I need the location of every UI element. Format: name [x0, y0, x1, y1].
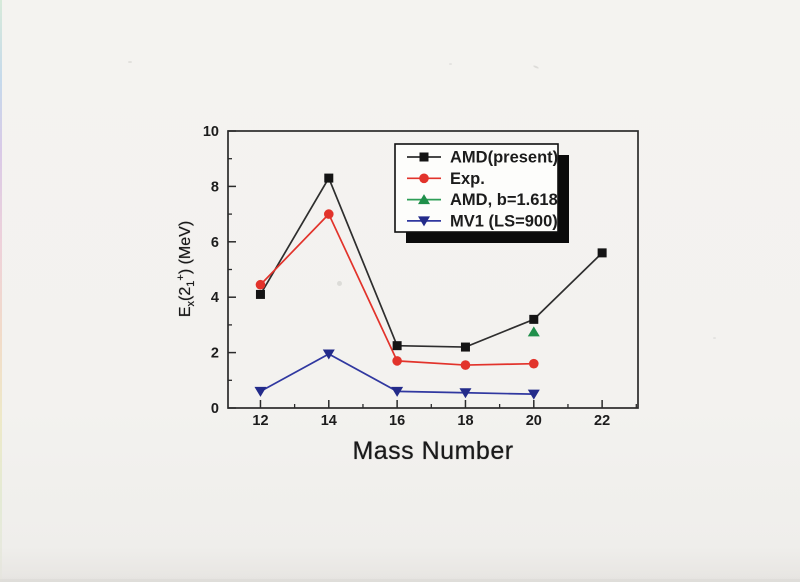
- x-axis-tick-label: 12: [252, 413, 268, 429]
- y-title-subscript: x: [185, 300, 197, 307]
- data-point-1: [255, 279, 266, 290]
- scan-speck: [713, 337, 716, 339]
- data-point-0: [255, 289, 265, 299]
- data-point-3: [391, 386, 404, 397]
- x-axis-tick-label: 20: [526, 413, 542, 429]
- x-axis-tick-label: 16: [389, 413, 405, 429]
- y-axis-tick-label: 0: [211, 401, 219, 417]
- y-title-superscript: +: [175, 274, 187, 281]
- y-axis-tick-label: 4: [211, 290, 219, 306]
- y-axis-tick-label: 6: [211, 235, 219, 251]
- series-line-0: [259, 176, 603, 348]
- data-point-1: [528, 358, 539, 369]
- legend-label-2: AMD, b=1.618: [450, 191, 558, 209]
- data-point-3: [322, 349, 335, 360]
- data-point-0: [392, 341, 402, 351]
- y-axis-tick-label: 2: [211, 346, 219, 362]
- data-point-3: [254, 386, 267, 397]
- y-axis-title: Ex(21+) (MeV): [175, 187, 197, 351]
- scanner-edge-artifact: [0, 0, 2, 582]
- y-title-part: E: [177, 306, 194, 318]
- data-point-3: [459, 388, 472, 399]
- x-axis-tick-label: 22: [594, 413, 610, 429]
- legend-label-1: Exp.: [450, 170, 485, 188]
- data-point-0: [529, 314, 539, 324]
- data-point-1: [392, 356, 402, 366]
- x-axis-tick-label: 14: [321, 413, 337, 429]
- legend-marker-0: [419, 152, 429, 162]
- data-point-0: [460, 342, 470, 352]
- y-axis-tick-label: 8: [211, 179, 219, 195]
- data-point-0: [597, 248, 607, 258]
- data-point-2: [527, 326, 540, 337]
- x-axis-title: Mass Number: [352, 437, 514, 465]
- y-title-part: ) (MeV): [177, 220, 194, 275]
- legend-marker-3: [418, 216, 430, 227]
- data-point-0: [324, 173, 334, 183]
- scan-speck: [449, 63, 452, 65]
- data-point-1: [323, 209, 334, 219]
- y-title-part: (2: [177, 286, 194, 301]
- legend-marker-1: [419, 173, 429, 184]
- data-point-3: [527, 389, 540, 400]
- y-axis-tick-label: 10: [203, 124, 219, 140]
- legend-marker-2: [418, 194, 430, 205]
- data-point-1: [460, 360, 471, 370]
- scan-speck: [128, 61, 132, 63]
- scan-speck: [337, 281, 342, 286]
- y-title-subscript: 1: [185, 280, 197, 287]
- scanner-edge-shadow: [0, 579, 800, 582]
- x-axis-tick-label: 18: [457, 413, 473, 429]
- legend-label-0: AMD(present): [450, 149, 558, 167]
- legend-label-3: MV1 (LS=900): [450, 212, 558, 230]
